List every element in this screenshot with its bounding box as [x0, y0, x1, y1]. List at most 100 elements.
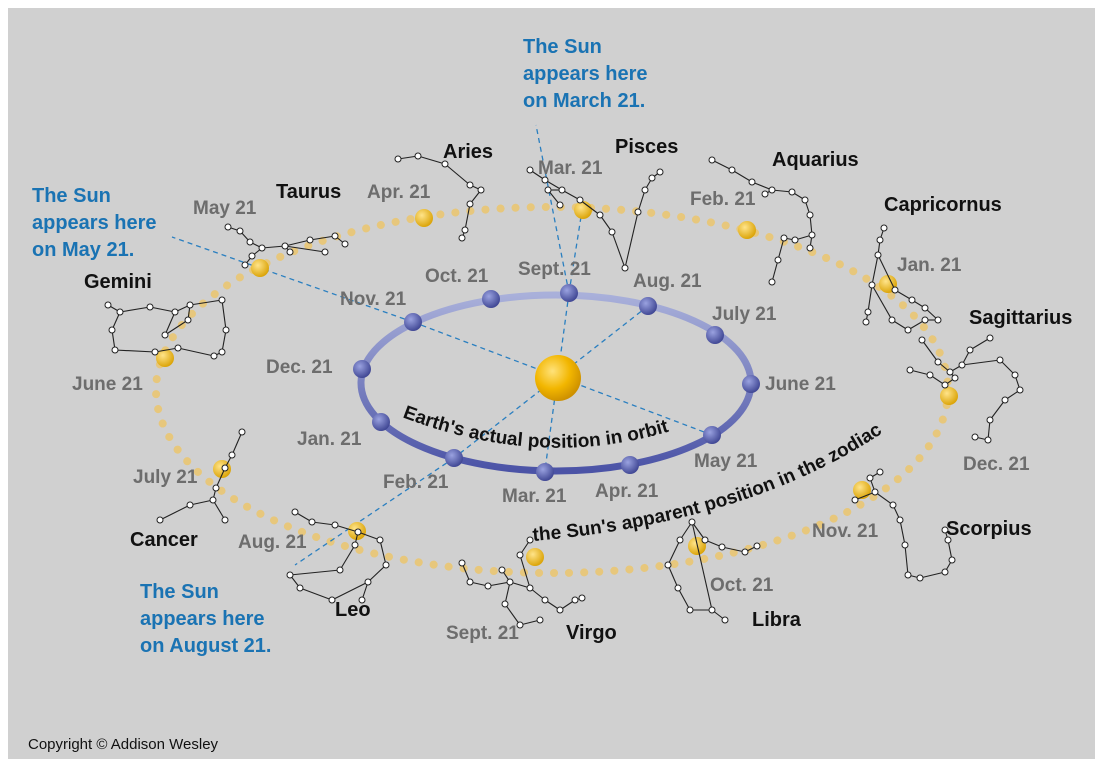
star-icon: [394, 155, 402, 163]
constellation-line: [164, 319, 189, 336]
constellation-sagittarius-figure: [906, 334, 1024, 444]
star-icon: [701, 536, 709, 544]
constellation-cancer: Cancer: [130, 529, 198, 551]
star-icon: [501, 600, 509, 608]
orbit-date-july: July 21: [712, 304, 777, 325]
constellation-line: [579, 199, 601, 216]
earth-may-icon: [703, 426, 721, 444]
constellation-cancer-figure: [156, 428, 246, 524]
constellation-line: [771, 259, 779, 283]
star-icon: [212, 484, 220, 492]
star-icon: [896, 516, 904, 524]
sight-line-sept-mar: [544, 292, 570, 471]
star-icon: [676, 536, 684, 544]
constellation-taurus-figure: [224, 223, 349, 269]
star-icon: [868, 281, 876, 289]
constellation-line: [711, 159, 733, 171]
star-icon: [708, 606, 716, 614]
earth-sept-icon: [560, 284, 578, 302]
constellation-pisces: Pisces: [615, 136, 678, 158]
constellation-line: [159, 504, 191, 521]
star-icon: [718, 543, 726, 551]
star-icon: [889, 501, 897, 509]
star-icon: [888, 316, 896, 324]
star-icon: [536, 616, 544, 624]
constellation-line: [164, 311, 176, 336]
constellation-line: [309, 235, 336, 241]
star-icon: [186, 501, 194, 509]
constellation-aries: Aries: [443, 141, 493, 163]
constellation-line: [877, 254, 896, 291]
star-icon: [571, 596, 579, 604]
star-icon: [308, 518, 316, 526]
callout-august: The Sun appears here on August 21.: [140, 581, 271, 657]
callout-may: The Sun appears here on May 21.: [32, 185, 157, 261]
zodiac-date-apr: Apr. 21: [367, 182, 431, 203]
zodiac-sun-dec-icon: [940, 387, 958, 405]
constellation-line: [969, 337, 991, 351]
star-icon: [222, 326, 230, 334]
earth-dec-icon: [353, 360, 371, 378]
star-icon: [934, 316, 942, 324]
constellation-line: [999, 359, 1016, 376]
star-icon: [634, 208, 642, 216]
star-icon: [862, 318, 870, 326]
constellation-figures: [104, 152, 1024, 629]
earth-positions: [353, 284, 760, 481]
star-icon: [331, 521, 339, 529]
star-icon: [221, 464, 229, 472]
constellation-line: [904, 544, 909, 576]
star-icon: [768, 186, 776, 194]
star-icon: [281, 242, 289, 250]
star-icon: [801, 196, 809, 204]
star-icon: [248, 252, 256, 260]
constellation-line: [464, 203, 471, 231]
constellation-line: [334, 524, 359, 533]
star-icon: [210, 352, 218, 360]
star-icon: [871, 488, 879, 496]
constellation-line: [919, 571, 946, 579]
star-icon: [541, 176, 549, 184]
constellation-line: [777, 237, 785, 261]
star-icon: [466, 200, 474, 208]
orbit-date-feb: Feb. 21: [383, 472, 449, 493]
star-icon: [296, 584, 304, 592]
star-icon: [921, 316, 929, 324]
constellation-scorpius: Scorpius: [946, 518, 1032, 540]
zodiac-date-nov: Nov. 21: [812, 521, 879, 542]
constellation-line: [921, 339, 939, 363]
callout-march-line-1: The Sun: [523, 36, 602, 58]
star-icon: [986, 334, 994, 342]
zodiac-date-july: July 21: [133, 467, 198, 488]
star-icon: [184, 316, 192, 324]
star-icon: [876, 468, 884, 476]
zodiac-date-dec: Dec. 21: [963, 454, 1030, 475]
star-icon: [218, 348, 226, 356]
zodiac-sun-june-icon: [156, 349, 174, 367]
constellation-line: [284, 245, 326, 253]
earth-jan-icon: [372, 413, 390, 431]
constellation-line: [261, 245, 286, 249]
star-icon: [286, 248, 294, 256]
constellation-line: [299, 587, 333, 601]
zodiac-date-aug: Aug. 21: [238, 532, 307, 553]
sight-lines: [171, 124, 713, 566]
constellation-line: [504, 581, 511, 605]
constellation-line: [119, 306, 151, 313]
constellation-line: [284, 239, 311, 247]
constellation-line: [417, 155, 446, 165]
constellation-line: [357, 531, 381, 541]
constellation-taurus: Taurus: [276, 181, 341, 203]
star-icon: [171, 308, 179, 316]
star-icon: [791, 236, 799, 244]
star-icon: [331, 232, 339, 240]
star-icon: [461, 226, 469, 234]
star-icon: [414, 152, 422, 160]
star-icon: [904, 571, 912, 579]
zodiac-date-sept: Sept. 21: [446, 623, 519, 644]
earth-july-icon: [706, 326, 724, 344]
callout-may-line-3: on May 21.: [32, 239, 134, 261]
callout-march-line-2: appears here: [523, 63, 648, 85]
constellation-line: [114, 349, 156, 353]
star-icon: [774, 256, 782, 264]
